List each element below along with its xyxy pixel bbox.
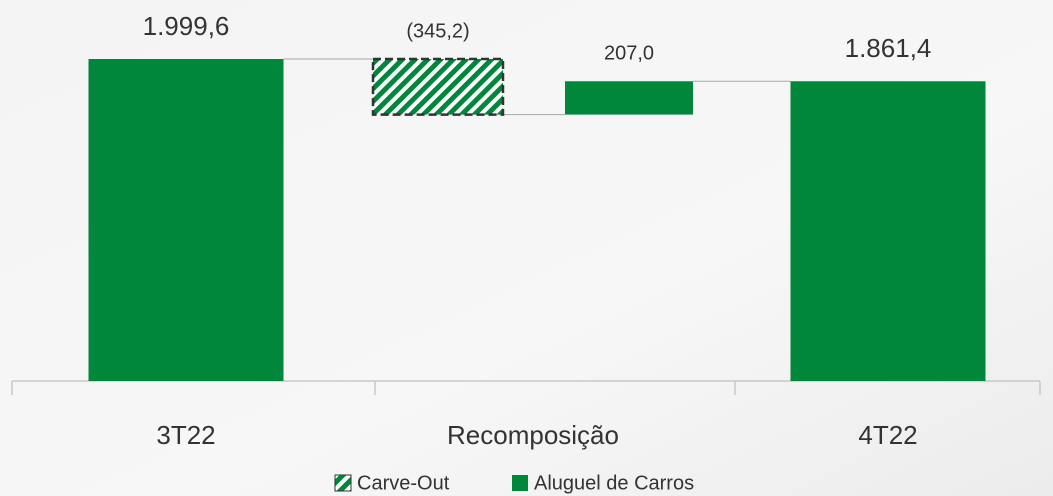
data-label: (345,2) <box>406 20 469 42</box>
x-tick-label: Recomposição <box>447 420 619 450</box>
legend-label: Carve-Out <box>357 472 450 494</box>
x-tick-label: 4T22 <box>858 420 917 450</box>
bar <box>88 59 284 381</box>
legend-swatch <box>512 475 528 491</box>
x-tick-label: 3T22 <box>156 420 215 450</box>
legend-swatch <box>334 474 352 492</box>
data-label: 207,0 <box>604 43 654 65</box>
bar <box>371 57 505 116</box>
data-label: 1.999,6 <box>143 11 230 41</box>
bar <box>565 81 693 115</box>
legend-label: Aluguel de Carros <box>534 472 694 494</box>
data-label: 1.861,4 <box>845 33 932 63</box>
bar <box>790 81 986 382</box>
